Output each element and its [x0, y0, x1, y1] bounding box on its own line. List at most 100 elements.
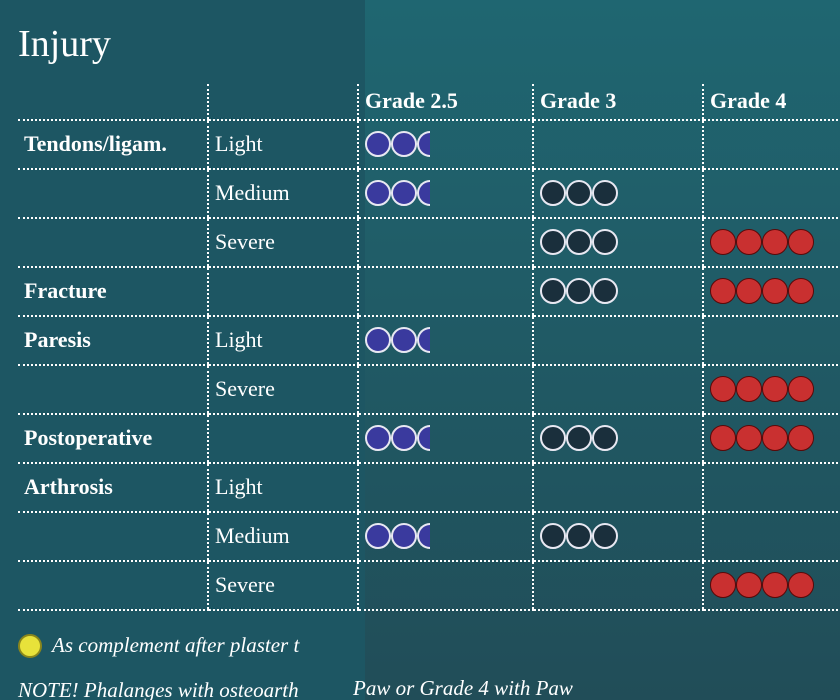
navy-dot-icon [592, 278, 618, 304]
condition-cell [18, 169, 208, 218]
table-row: Postoperative [18, 414, 840, 463]
dots-group [365, 131, 526, 157]
red-dot-icon [788, 278, 814, 304]
red-dot-icon [788, 425, 814, 451]
grade-cell [358, 120, 533, 169]
dots-group [710, 229, 840, 255]
dots-group [710, 572, 840, 598]
severity-cell: Severe [208, 365, 358, 414]
red-dot-icon [788, 229, 814, 255]
grade-cell [703, 267, 840, 316]
grade-cell [358, 463, 533, 512]
blue-dot-icon [365, 180, 391, 206]
red-dot-icon [736, 229, 762, 255]
blue-dot-icon [365, 131, 391, 157]
red-dot-icon [762, 425, 788, 451]
condition-cell [18, 512, 208, 561]
red-dot-icon [736, 572, 762, 598]
severity-cell: Severe [208, 218, 358, 267]
grade-cell [703, 512, 840, 561]
grade-header-2: Grade 4 [703, 84, 840, 120]
grade-cell [358, 512, 533, 561]
grade-cell [358, 267, 533, 316]
dots-group [540, 180, 696, 206]
condition-cell: Paresis [18, 316, 208, 365]
grade-cell [533, 414, 703, 463]
table-row: Severe [18, 365, 840, 414]
grade-cell [358, 414, 533, 463]
header-blank-severity [208, 84, 358, 120]
grade-cell [703, 365, 840, 414]
navy-dot-icon [566, 425, 592, 451]
navy-dot-icon [592, 229, 618, 255]
severity-cell: Medium [208, 512, 358, 561]
severity-cell: Severe [208, 561, 358, 610]
note-right-text: Paw or Grade 4 with Paw [353, 676, 573, 700]
navy-dot-icon [592, 523, 618, 549]
blue-half-dot-icon [417, 523, 430, 549]
page-title: Injury [18, 22, 840, 66]
dots-group [365, 327, 526, 353]
legend-text: As complement after plaster t [52, 633, 299, 658]
table-row: Tendons/ligam.Light [18, 120, 840, 169]
legend-dot-icon [18, 634, 42, 658]
grade-cell [533, 512, 703, 561]
header-blank-condition [18, 84, 208, 120]
grade-cell [533, 218, 703, 267]
red-dot-icon [710, 572, 736, 598]
navy-dot-icon [540, 229, 566, 255]
table-row: Medium [18, 169, 840, 218]
red-dot-icon [710, 376, 736, 402]
red-dot-icon [762, 278, 788, 304]
condition-cell [18, 365, 208, 414]
grade-cell [703, 120, 840, 169]
dots-group [540, 229, 696, 255]
red-dot-icon [788, 376, 814, 402]
red-dot-icon [736, 278, 762, 304]
navy-dot-icon [540, 523, 566, 549]
table-row: ParesisLight [18, 316, 840, 365]
dots-group [710, 425, 840, 451]
navy-dot-icon [566, 180, 592, 206]
grade-cell [533, 120, 703, 169]
severity-cell [208, 414, 358, 463]
table-row: Severe [18, 561, 840, 610]
dots-group [365, 523, 526, 549]
red-dot-icon [710, 425, 736, 451]
red-dot-icon [710, 229, 736, 255]
blue-half-dot-icon [417, 327, 430, 353]
grade-header-1: Grade 3 [533, 84, 703, 120]
condition-cell: Postoperative [18, 414, 208, 463]
blue-dot-icon [365, 523, 391, 549]
severity-cell [208, 267, 358, 316]
dots-group [540, 523, 696, 549]
grade-header-0: Grade 2.5 [358, 84, 533, 120]
grade-cell [703, 218, 840, 267]
blue-dot-icon [365, 327, 391, 353]
footer-area: As complement after plaster t NOTE! Phal… [18, 633, 840, 700]
grade-cell [533, 365, 703, 414]
navy-dot-icon [592, 180, 618, 206]
red-dot-icon [762, 229, 788, 255]
navy-dot-icon [592, 425, 618, 451]
severity-cell: Light [208, 120, 358, 169]
condition-cell [18, 218, 208, 267]
navy-dot-icon [566, 229, 592, 255]
blue-dot-icon [391, 523, 417, 549]
grade-cell [703, 414, 840, 463]
red-dot-icon [762, 376, 788, 402]
dots-group [540, 278, 696, 304]
dots-group [365, 425, 526, 451]
grade-cell [358, 561, 533, 610]
blue-half-dot-icon [417, 131, 430, 157]
grade-cell [533, 561, 703, 610]
blue-half-dot-icon [417, 425, 430, 451]
grade-cell [533, 463, 703, 512]
dots-group [710, 278, 840, 304]
table-row: Fracture [18, 267, 840, 316]
header-row: Grade 2.5Grade 3Grade 4 [18, 84, 840, 120]
red-dot-icon [736, 376, 762, 402]
condition-cell: Arthrosis [18, 463, 208, 512]
injury-grade-table: Grade 2.5Grade 3Grade 4 Tendons/ligam.Li… [18, 84, 840, 611]
red-dot-icon [788, 572, 814, 598]
